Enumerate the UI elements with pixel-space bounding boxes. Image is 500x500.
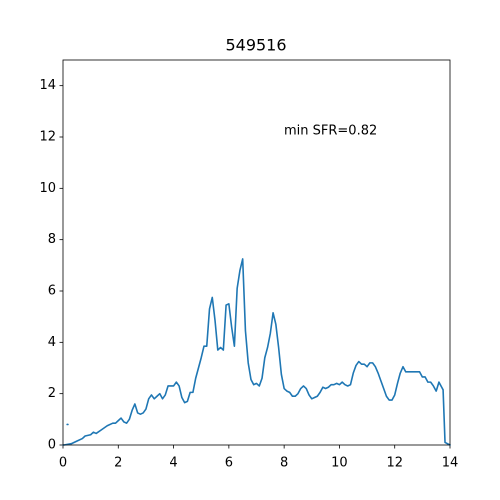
- line-series: [62, 258, 451, 446]
- y-tick-label: 10: [39, 181, 56, 196]
- y-tick-label: 2: [48, 386, 56, 401]
- x-tick-label: 12: [386, 456, 403, 471]
- x-tick-label: 0: [59, 456, 67, 471]
- y-tick-label: 8: [48, 232, 56, 247]
- x-tick-label: 14: [442, 456, 459, 471]
- plot-frame: [62, 59, 451, 446]
- y-tick-label: 4: [48, 335, 56, 350]
- chart-title: 549516: [225, 36, 286, 55]
- x-tick-label: 10: [331, 456, 348, 471]
- x-tick-label: 4: [169, 456, 177, 471]
- y-tick-label: 14: [39, 78, 56, 93]
- y-tick-label: 6: [48, 284, 56, 299]
- x-tick-label: 6: [225, 456, 233, 471]
- annotation: min SFR=0.82: [284, 124, 377, 139]
- y-tick-label: 12: [39, 130, 56, 145]
- x-tick-label: 8: [280, 456, 288, 471]
- x-tick-label: 2: [114, 456, 122, 471]
- y-tick-label: 0: [48, 438, 56, 453]
